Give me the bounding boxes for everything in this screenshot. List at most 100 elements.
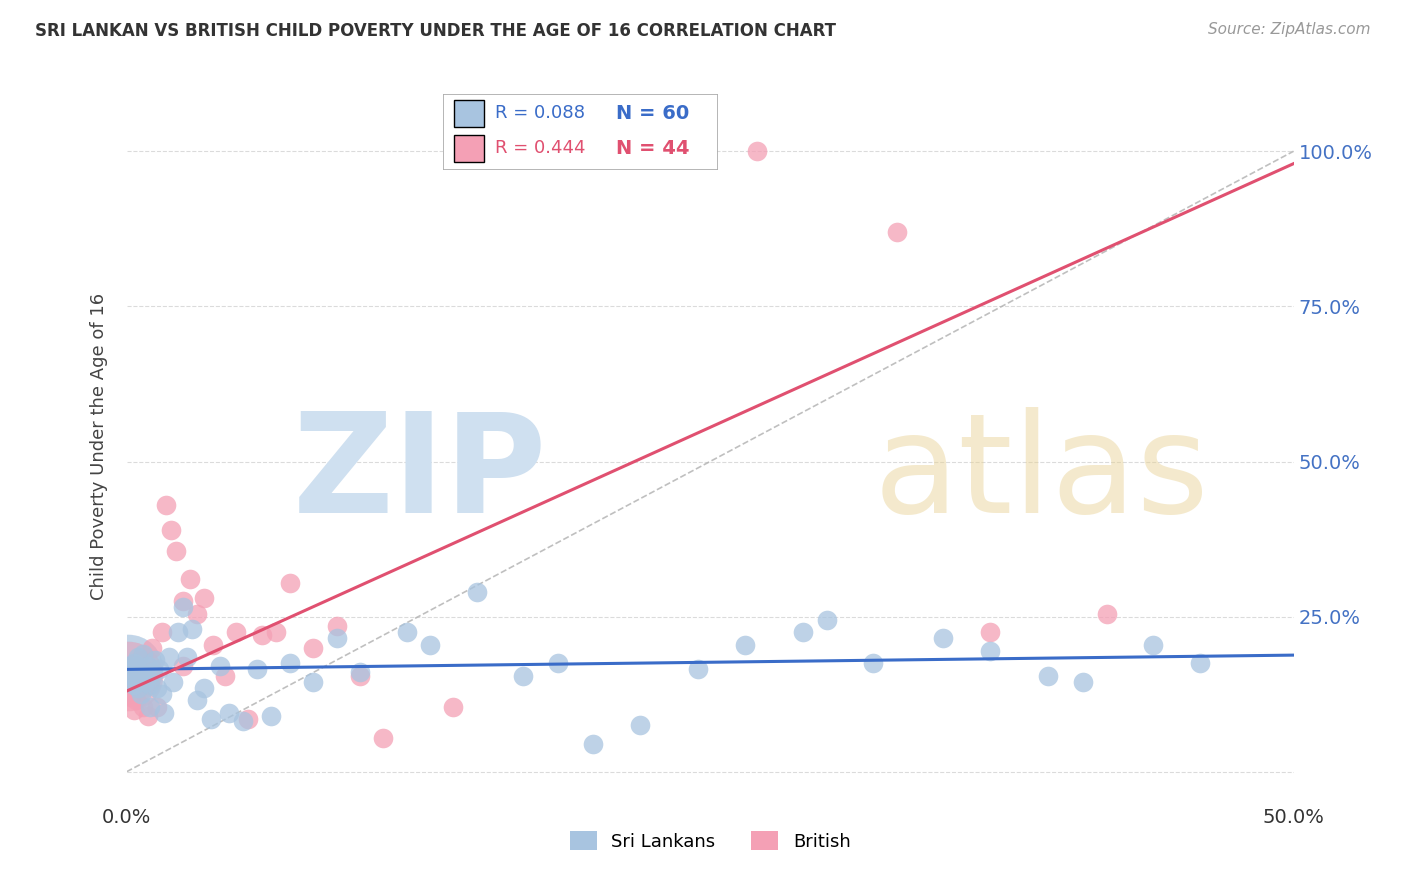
Point (1142, 638, 1164, 652)
Point (264, 625, 287, 640)
Point (162, 674, 184, 689)
Point (582, 145, 605, 159)
Point (208, 659, 231, 673)
Point (172, 600, 194, 615)
Point (172, 659, 194, 673)
Point (302, 674, 325, 689)
Text: Source: ZipAtlas.com: Source: ZipAtlas.com (1208, 22, 1371, 37)
Text: R = 0.088: R = 0.088 (495, 104, 585, 122)
Point (127, 650, 149, 665)
Point (214, 668, 236, 682)
Point (325, 632, 347, 646)
Point (745, 145, 768, 159)
Point (193, 591, 215, 605)
Point (1038, 668, 1060, 682)
Point (117, 668, 139, 682)
Text: N = 60: N = 60 (616, 103, 689, 123)
Point (536, 145, 558, 159)
Point (165, 544, 187, 558)
Point (150, 625, 173, 640)
Text: SRI LANKAN VS BRITISH CHILD POVERTY UNDER THE AGE OF 16 CORRELATION CHART: SRI LANKAN VS BRITISH CHILD POVERTY UNDE… (35, 22, 837, 40)
Point (373, 731, 395, 745)
Point (139, 665, 162, 680)
Point (186, 693, 208, 707)
Point (153, 706, 176, 720)
Point (193, 681, 215, 695)
Point (236, 712, 259, 726)
Point (512, 668, 534, 682)
Point (628, 145, 651, 159)
Point (246, 662, 269, 676)
Point (419, 638, 441, 652)
Point (349, 668, 371, 682)
Point (200, 712, 222, 726)
Point (132, 668, 155, 682)
Point (139, 699, 162, 714)
Point (125, 672, 148, 686)
Point (167, 625, 190, 640)
Point (117, 662, 139, 676)
Point (628, 718, 651, 732)
Point (150, 687, 173, 701)
Point (132, 647, 155, 661)
Point (1073, 674, 1095, 689)
Point (148, 662, 170, 676)
FancyBboxPatch shape (454, 100, 484, 127)
Point (129, 665, 152, 680)
Point (325, 619, 347, 633)
Point (979, 644, 1001, 658)
Point (815, 613, 838, 627)
Point (125, 659, 148, 673)
Point (118, 668, 141, 682)
Point (675, 145, 697, 159)
FancyBboxPatch shape (454, 135, 484, 161)
Point (118, 668, 141, 682)
Point (120, 674, 142, 689)
Point (232, 714, 254, 728)
Legend: Sri Lankans, British: Sri Lankans, British (562, 824, 858, 858)
Point (117, 662, 139, 676)
Point (125, 693, 148, 707)
Point (186, 607, 208, 621)
Point (120, 662, 142, 676)
Point (146, 699, 169, 714)
Point (117, 662, 139, 676)
Point (260, 709, 283, 723)
Point (122, 656, 145, 670)
Point (139, 678, 162, 692)
Point (129, 653, 152, 667)
Point (302, 640, 325, 655)
Point (118, 678, 141, 692)
Point (489, 145, 512, 159)
Point (278, 656, 301, 670)
Point (157, 650, 180, 665)
Point (143, 653, 166, 667)
Point (117, 668, 139, 682)
Point (278, 575, 301, 590)
Point (134, 674, 156, 689)
Point (1189, 656, 1212, 670)
Point (127, 681, 149, 695)
Text: ZIP: ZIP (292, 407, 547, 542)
Point (129, 687, 152, 701)
Point (179, 573, 201, 587)
Point (172, 594, 194, 608)
Point (547, 656, 569, 670)
Point (979, 625, 1001, 640)
Point (117, 668, 139, 682)
Text: atlas: atlas (873, 407, 1209, 542)
Point (127, 665, 149, 680)
Point (160, 523, 183, 537)
Point (250, 628, 273, 642)
Point (117, 668, 139, 682)
Point (176, 650, 198, 665)
Point (134, 678, 156, 692)
Point (582, 737, 605, 751)
Point (136, 659, 159, 673)
Point (122, 678, 145, 692)
Point (441, 699, 464, 714)
Point (118, 659, 141, 673)
Point (201, 638, 224, 652)
Point (734, 638, 756, 652)
Point (132, 699, 155, 714)
